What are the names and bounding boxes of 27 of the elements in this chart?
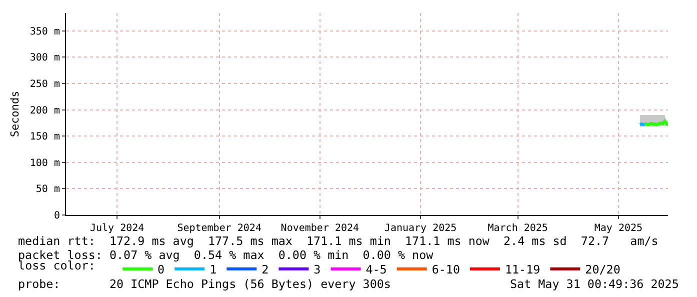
- text: median rtt: 172.9 ms avg 177.5 ms max 171.1 ms min 171.1 ms now 2.4 ms sd 72.7 am/s: [18, 234, 658, 248]
- y-tick-label: 250 m: [30, 78, 60, 90]
- y-tick-label: 100 m: [30, 158, 60, 169]
- y-tick-label: 200 m: [30, 105, 60, 116]
- y-tick-label: 0: [54, 210, 60, 222]
- x-tick-label: May 2025: [594, 223, 643, 234]
- y-tick-label: 300 m: [30, 52, 60, 64]
- text: packet loss: 0.07 % avg 0.54 % max 0.00 % min 0.00 % now: [18, 248, 434, 262]
- x-tick-label: July 2024: [90, 223, 144, 234]
- x-tick-label: September 2024: [177, 223, 262, 234]
- legend-label: 0: [158, 262, 165, 276]
- x-tick-label: March 2025: [488, 223, 548, 234]
- legend-label: 4-5: [366, 262, 387, 276]
- y-axis-title: Seconds: [8, 90, 22, 138]
- legend-label: 20/20: [585, 262, 620, 276]
- legend-label: 2: [262, 262, 269, 276]
- legend-label: 3: [314, 262, 321, 276]
- y-tick-label: 150 m: [30, 132, 60, 143]
- legend-label: 1: [210, 262, 217, 276]
- x-tick-label: November 2024: [280, 223, 360, 234]
- y-tick-label: 50 m: [36, 184, 60, 196]
- x-tick-label: January 2025: [384, 223, 457, 234]
- legend-label: 6-10: [432, 262, 460, 276]
- legend-label: 11-19: [504, 262, 540, 276]
- text: probe: 20 ICMP Echo Pings (56 Bytes) every 300s: [18, 277, 391, 291]
- y-tick-label: 350 m: [30, 26, 60, 38]
- text: Sat May 31 00:49:36 2025: [510, 277, 679, 291]
